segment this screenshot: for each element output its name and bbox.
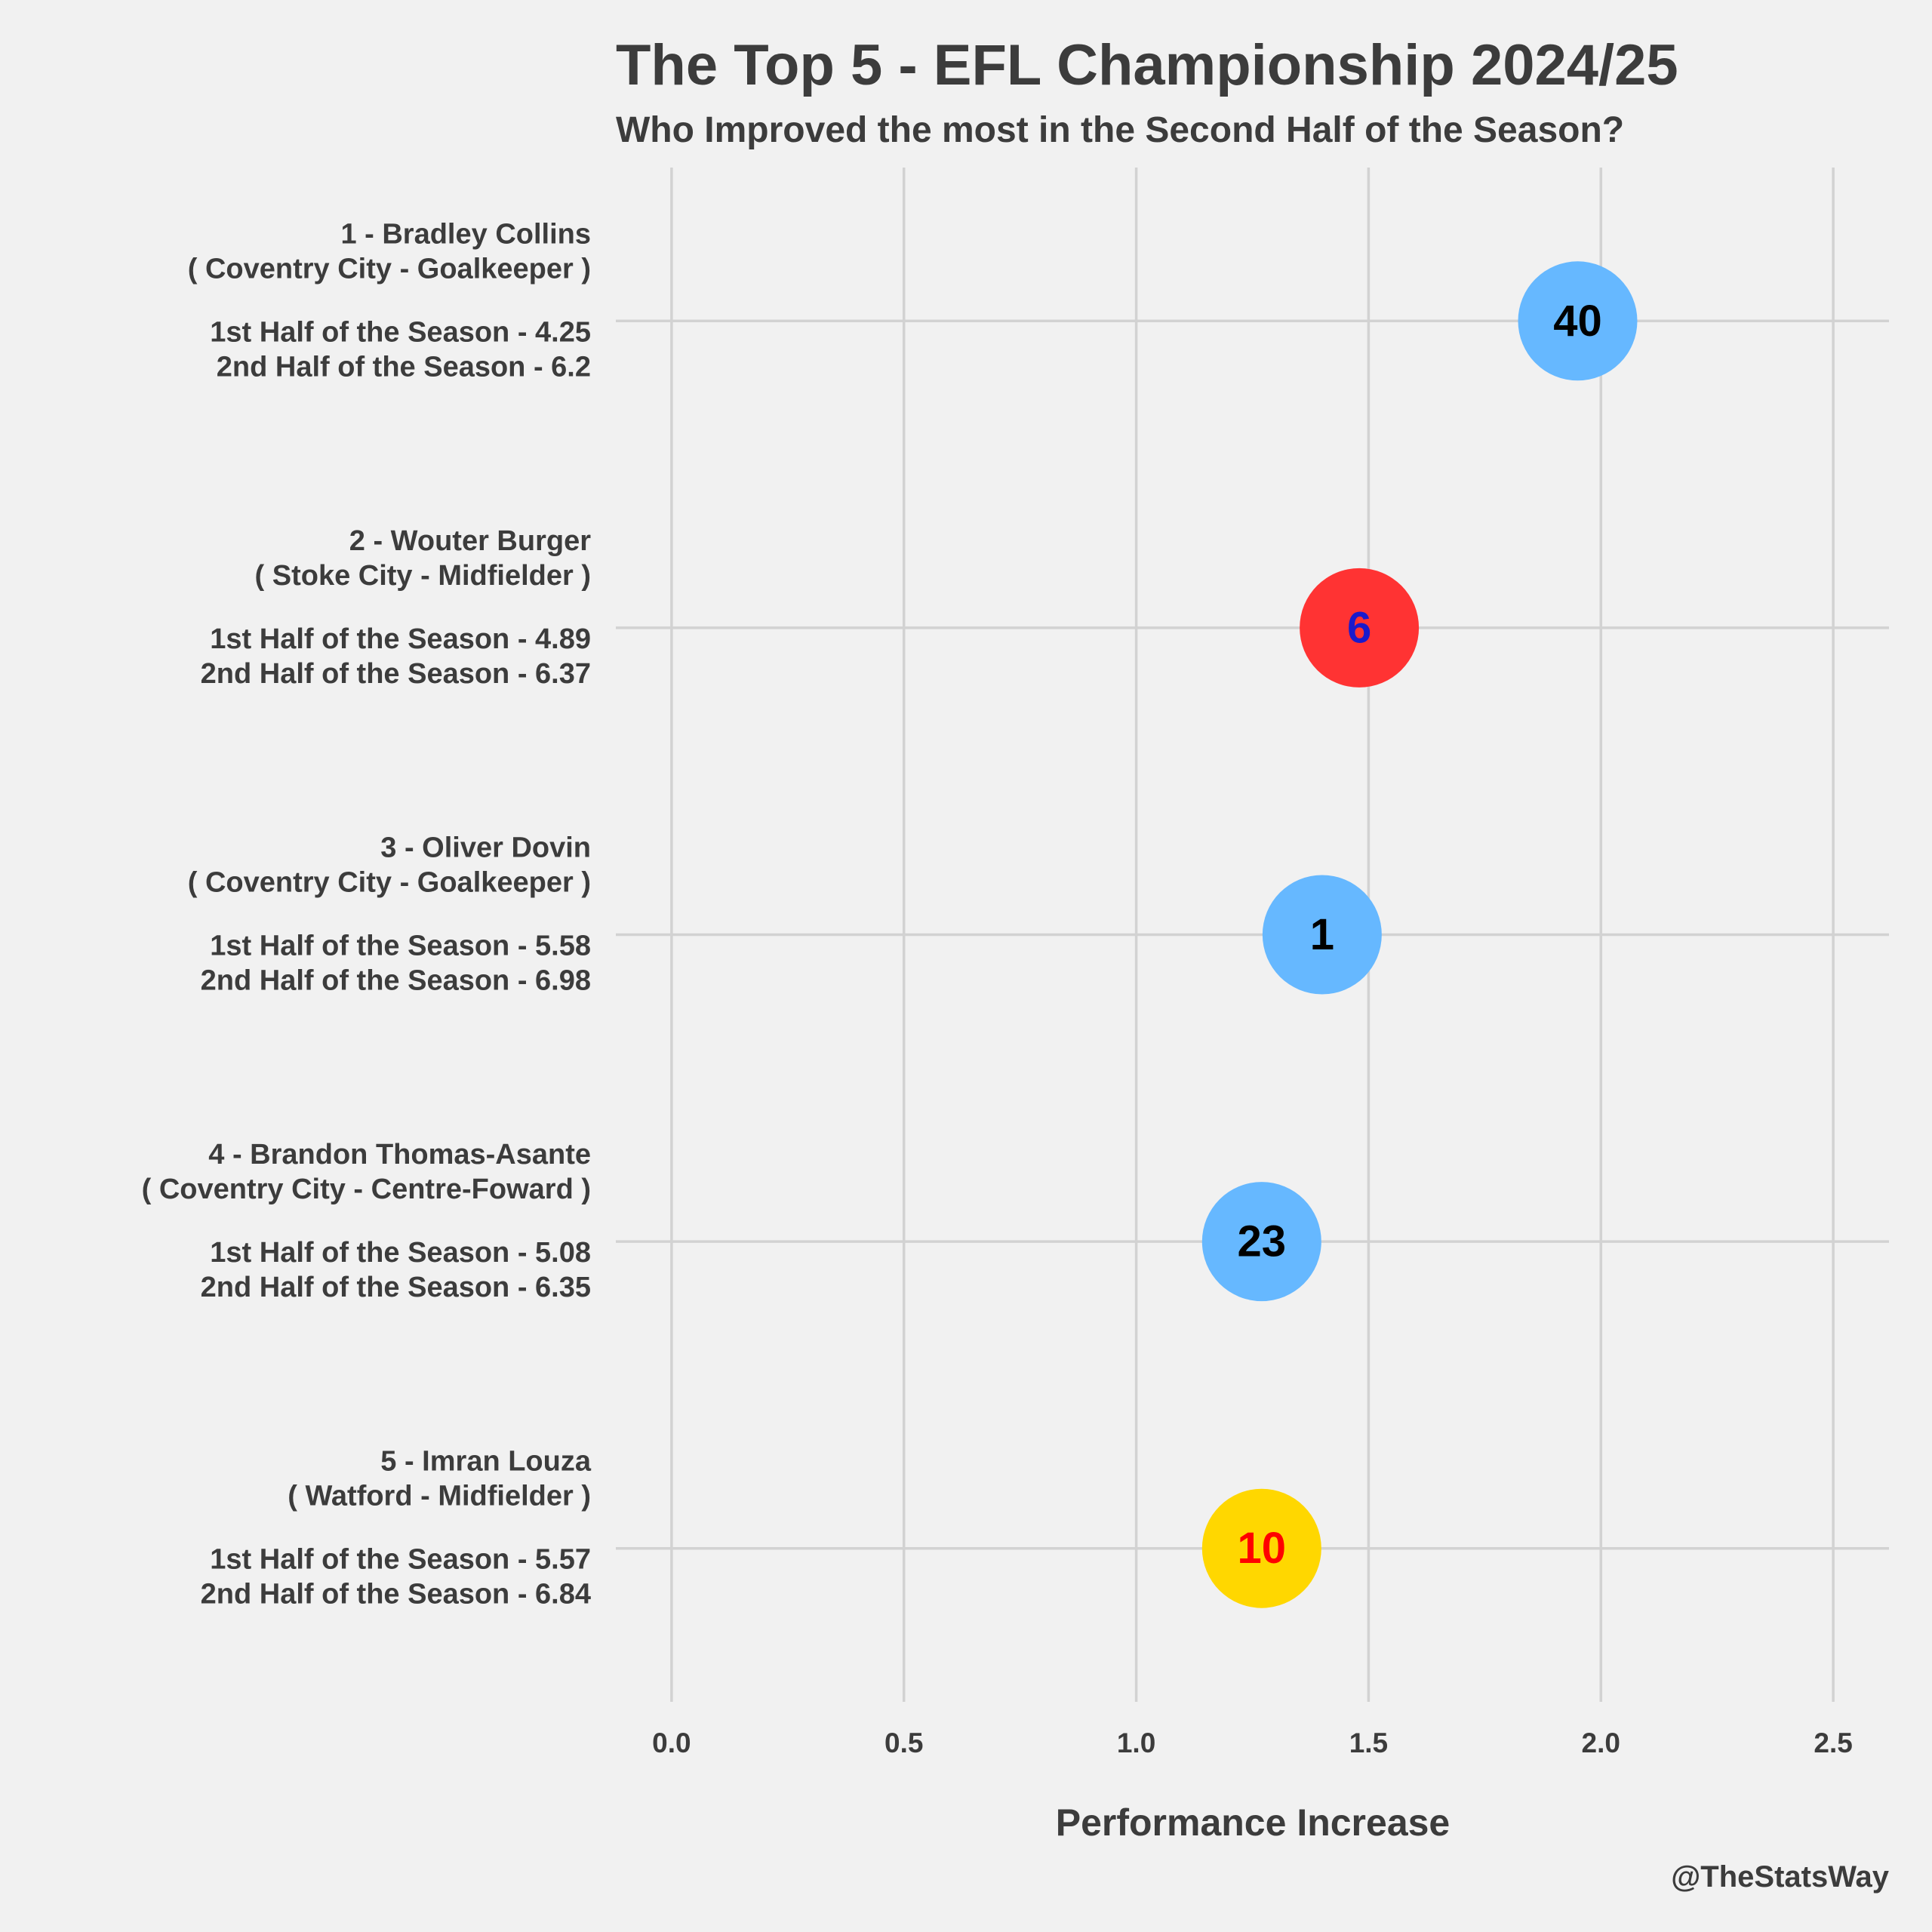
player-label-line: ( Stoke City - Midfielder ) [255,560,591,592]
shirt-number-label: 1 [1310,910,1334,959]
x-tick-label: 1.0 [1117,1727,1155,1758]
player-label-line: 1st Half of the Season - 4.25 [210,316,591,348]
credit-handle: @TheStatsWay [1671,1860,1889,1894]
player-label-line: 1st Half of the Season - 5.57 [210,1544,591,1576]
player-label-line: 2nd Half of the Season - 6.2 [217,351,591,383]
player-label-line: ( Coventry City - Goalkeeper ) [188,253,591,285]
player-label-line: 1st Half of the Season - 4.89 [210,623,591,655]
player-label-line: 2nd Half of the Season - 6.35 [201,1272,591,1303]
player-label-line: ( Coventry City - Goalkeeper ) [188,867,591,899]
player-point [1518,261,1638,381]
player-label-line: 2nd Half of the Season - 6.84 [201,1579,591,1611]
player-label-line: 2nd Half of the Season - 6.37 [201,658,591,690]
shirt-number-label: 23 [1238,1217,1287,1266]
x-axis-label: Performance Increase [1056,1801,1451,1844]
player-label-line: 2nd Half of the Season - 6.98 [201,965,591,997]
y-axis-labels: 1 - Bradley Collins( Coventry City - Goa… [142,218,592,1610]
player-label-line: ( Coventry City - Centre-Foward ) [142,1174,591,1205]
player-label: 3 - Oliver Dovin( Coventry City - Goalke… [188,832,591,997]
x-tick-label: 2.0 [1582,1727,1620,1758]
player-label: 5 - Imran Louza( Watford - Midfielder ) 1… [201,1446,592,1611]
shirt-number-label: 6 [1347,603,1371,652]
x-tick-label: 2.5 [1814,1727,1852,1758]
chart-title: The Top 5 - EFL Championship 2024/25 [616,33,1678,97]
player-label: 1 - Bradley Collins( Coventry City - Goa… [188,218,591,383]
player-label-line: ( Watford - Midfielder ) [288,1481,591,1512]
player-point [1300,568,1420,688]
player-point [1201,1488,1321,1608]
x-tick-label: 0.5 [884,1727,923,1758]
player-label: 4 - Brandon Thomas-Asante( Coventry City… [142,1139,591,1303]
horizontal-gridlines [616,319,1889,1550]
player-label-line: 3 - Oliver Dovin [380,832,591,864]
x-tick-label: 1.5 [1349,1727,1388,1758]
player-point [1201,1182,1321,1302]
player-label-line: 1st Half of the Season - 5.08 [210,1237,591,1269]
player-label-line: 1st Half of the Season - 5.58 [210,931,591,962]
shirt-number-label: 10 [1238,1524,1287,1573]
x-tick-label: 0.0 [652,1727,691,1758]
player-point [1262,875,1382,995]
player-label-line: 5 - Imran Louza [380,1446,592,1478]
shirt-number-label: 40 [1553,297,1602,346]
data-points: 40 6 1 23 10 [1201,261,1638,1608]
player-label: 2 - Wouter Burger( Stoke City - Midfield… [201,525,592,690]
player-label-line: 4 - Brandon Thomas-Asante [208,1139,591,1171]
chart-subtitle: Who Improved the most in the Second Half… [616,110,1624,150]
player-label-line: 1 - Bradley Collins [340,218,591,250]
player-label-line: 2 - Wouter Burger [349,525,591,557]
x-tick-labels: 0.0 0.5 1.0 1.5 2.0 2.5 [652,1727,1853,1758]
